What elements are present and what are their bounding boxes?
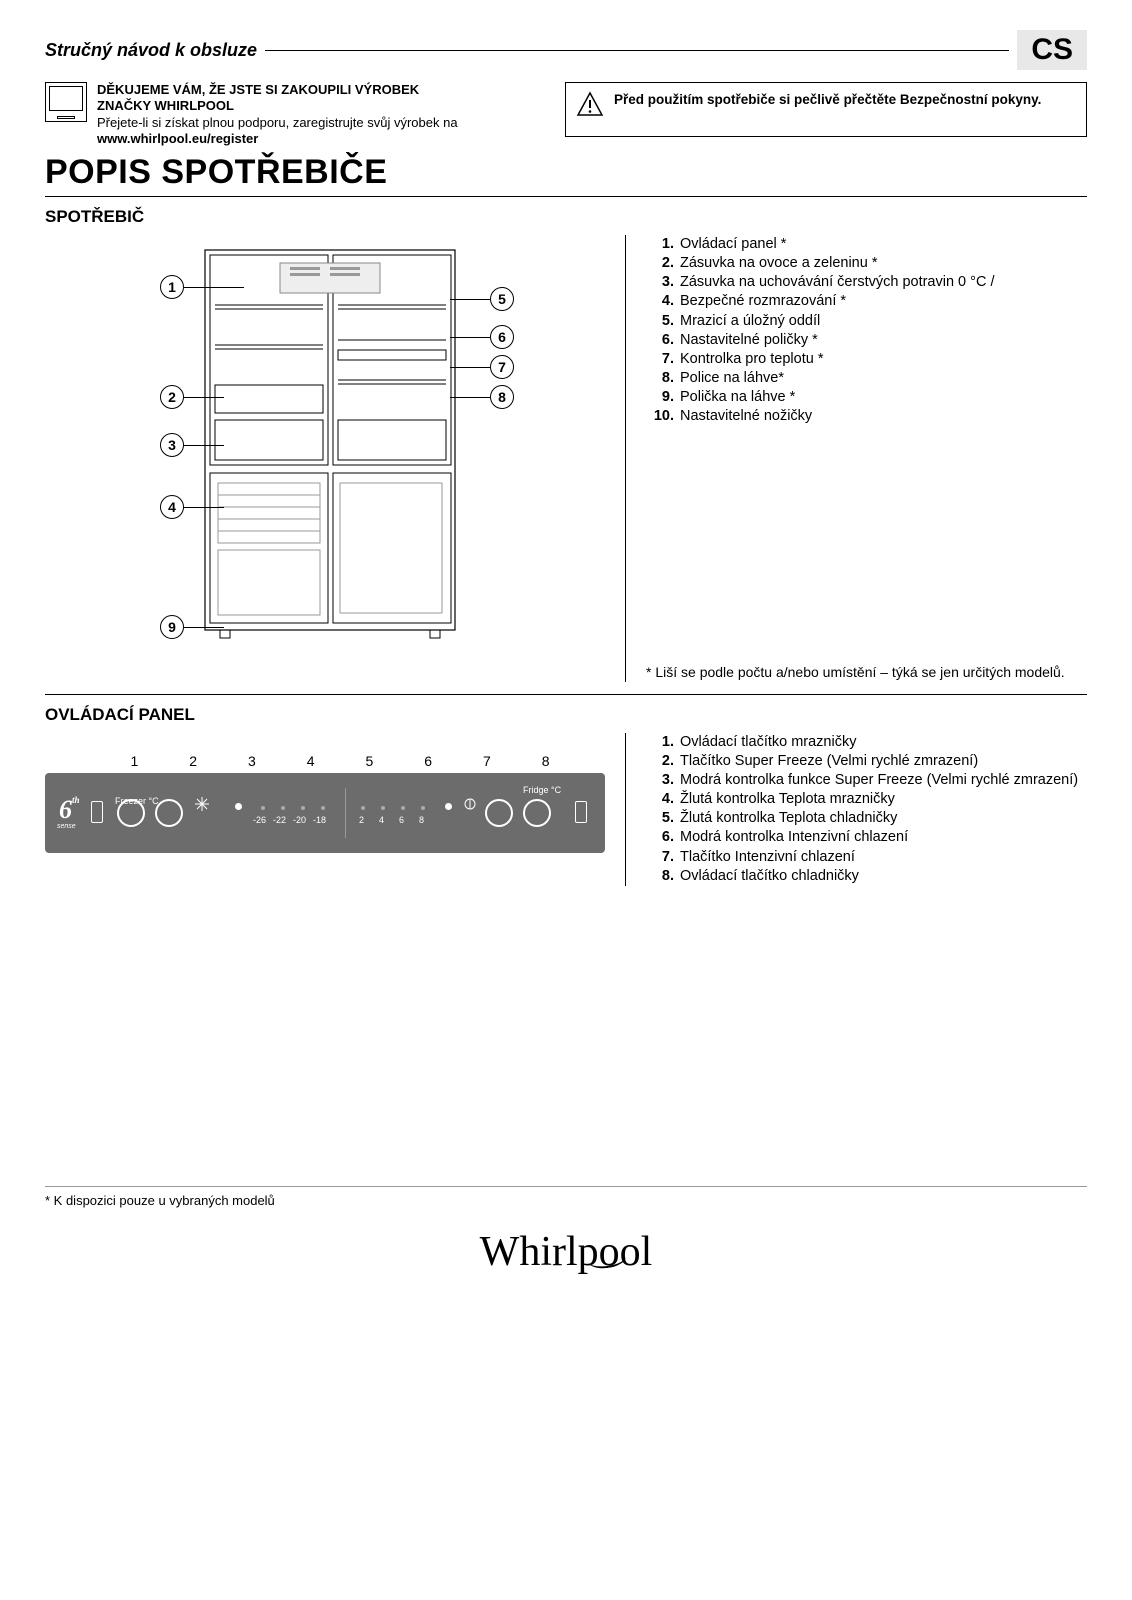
panel-num: 6 <box>424 753 432 769</box>
panel-knob-2 <box>155 799 183 827</box>
callout-5: 5 <box>490 287 514 311</box>
section2-row: 1 2 3 4 5 6 7 8 6th sense Freezer °C <box>45 733 1087 886</box>
fridge-mini-icon-2 <box>575 801 587 823</box>
brand-logo: Whirlpool <box>480 1228 653 1276</box>
header-line <box>265 50 1009 51</box>
section2-legend-col: 1.Ovládací tlačítko mrazničky 2.Tlačítko… <box>625 733 1087 886</box>
appliance-diagram: 1 2 3 4 9 5 6 7 8 <box>70 235 590 665</box>
panel-num: 7 <box>483 753 491 769</box>
panel-num: 1 <box>130 753 138 769</box>
divider-2 <box>45 694 1087 695</box>
legend-item: Žlutá kontrolka Teplota mrazničky <box>680 790 895 808</box>
panel-diagram-col: 1 2 3 4 5 6 7 8 6th sense Freezer °C <box>45 733 615 886</box>
panel-legend: 1.Ovládací tlačítko mrazničky 2.Tlačítko… <box>646 733 1087 885</box>
callout-2: 2 <box>160 385 184 409</box>
callout-7: 7 <box>490 355 514 379</box>
control-panel-body: 6th sense Freezer °C -26 -22 -20 -18 2 4… <box>45 773 605 853</box>
temp: 6 <box>399 815 404 825</box>
warning-icon <box>576 91 604 117</box>
header-row: Stručný návod k obsluze CS <box>45 30 1087 70</box>
panel-num: 2 <box>189 753 197 769</box>
divider-1 <box>45 196 1087 197</box>
panel-number-row: 1 2 3 4 5 6 7 8 <box>45 753 605 773</box>
panel-num: 3 <box>248 753 256 769</box>
temp: 2 <box>359 815 364 825</box>
temp: 8 <box>419 815 424 825</box>
temp: -26 <box>253 815 266 825</box>
temp: 4 <box>379 815 384 825</box>
six-sense-logo: 6th <box>59 795 80 825</box>
language-badge: CS <box>1017 30 1087 70</box>
monitor-icon <box>45 82 87 122</box>
panel-num: 5 <box>365 753 373 769</box>
section1-footnote: * Liší se podle počtu a/nebo umístění – … <box>646 664 1087 682</box>
legend-item: Mrazicí a úložný oddíl <box>680 312 820 330</box>
panel-knob-8 <box>523 799 551 827</box>
legend-item: Tlačítko Super Freeze (Velmi rychlé zmra… <box>680 752 978 770</box>
appliance-legend: 1.Ovládací panel * 2.Zásuvka na ovoce a … <box>646 235 1087 425</box>
callout-9: 9 <box>160 615 184 639</box>
thanks-line-2: ZNAČKY WHIRLPOOL <box>97 98 545 114</box>
intro-text: DĚKUJEME VÁM, ŽE JSTE SI ZAKOUPILI VÝROB… <box>97 82 545 147</box>
sense-text: sense <box>57 823 76 830</box>
warning-box: Před použitím spotřebiče si pečlivě přeč… <box>565 82 1087 137</box>
legend-item: Polička na láhve * <box>680 388 795 406</box>
intro-left: DĚKUJEME VÁM, ŽE JSTE SI ZAKOUPILI VÝROB… <box>45 82 545 147</box>
legend-item: Ovládací tlačítko chladničky <box>680 867 859 885</box>
callout-3: 3 <box>160 433 184 457</box>
temp: -22 <box>273 815 286 825</box>
panel-num: 8 <box>542 753 550 769</box>
section1-title: SPOTŘEBIČ <box>45 207 1087 227</box>
legend-item: Police na láhve* <box>680 369 784 387</box>
legend-item: Modrá kontrolka funkce Super Freeze (Vel… <box>680 771 1078 789</box>
warning-text: Před použitím spotřebiče si pečlivě přeč… <box>614 91 1041 109</box>
legend-item: Zásuvka na ovoce a zeleninu * <box>680 254 878 272</box>
register-text: Přejete-li si získat plnou podporu, zare… <box>97 115 458 130</box>
fridge-drawing <box>200 245 460 645</box>
legend-item: Nastavitelné poličky * <box>680 331 818 349</box>
guide-title: Stručný návod k obsluze <box>45 40 257 61</box>
intro-row: DĚKUJEME VÁM, ŽE JSTE SI ZAKOUPILI VÝROB… <box>45 82 1087 147</box>
legend-item: Tlačítko Intenzivní chlazení <box>680 848 855 866</box>
callout-4: 4 <box>160 495 184 519</box>
section1-row: 1 2 3 4 9 5 6 7 8 1.Ovládací panel * 2.Z… <box>45 235 1087 682</box>
section1-legend-col: 1.Ovládací panel * 2.Zásuvka na ovoce a … <box>625 235 1087 682</box>
legend-item: Modrá kontrolka Intenzivní chlazení <box>680 828 908 846</box>
legend-item: Kontrolka pro teplotu * <box>680 350 823 368</box>
temp: -18 <box>313 815 326 825</box>
fan-icon <box>463 797 477 811</box>
temp: -20 <box>293 815 306 825</box>
legend-item: Zásuvka na uchovávání čerstvých potravin… <box>680 273 994 291</box>
fridge-label: Fridge °C <box>523 785 561 795</box>
control-panel-diagram: 1 2 3 4 5 6 7 8 6th sense Freezer °C <box>45 753 605 853</box>
callout-6: 6 <box>490 325 514 349</box>
legend-item: Žlutá kontrolka Teplota chladničky <box>680 809 897 827</box>
legend-item: Ovládací panel * <box>680 235 786 253</box>
callout-1: 1 <box>160 275 184 299</box>
legend-item: Bezpečné rozmrazování * <box>680 292 846 310</box>
snowflake-icon <box>195 797 209 811</box>
panel-num: 4 <box>307 753 315 769</box>
register-url: www.whirlpool.eu/register <box>97 131 258 146</box>
bottom-note: * K dispozici pouze u vybraných modelů <box>45 1186 1087 1208</box>
legend-item: Ovládací tlačítko mrazničky <box>680 733 856 751</box>
callout-8: 8 <box>490 385 514 409</box>
appliance-diagram-col: 1 2 3 4 9 5 6 7 8 <box>45 235 615 682</box>
fridge-mini-icon <box>91 801 103 823</box>
thanks-line-1: DĚKUJEME VÁM, ŽE JSTE SI ZAKOUPILI VÝROB… <box>97 82 545 98</box>
section2-title: OVLÁDACÍ PANEL <box>45 705 1087 725</box>
brand-logo-wrap: Whirlpool <box>45 1228 1087 1276</box>
panel-knob-7 <box>485 799 513 827</box>
legend-item: Nastavitelné nožičky <box>680 407 812 425</box>
main-title: POPIS SPOTŘEBIČE <box>45 153 1087 192</box>
panel-knob-1 <box>117 799 145 827</box>
